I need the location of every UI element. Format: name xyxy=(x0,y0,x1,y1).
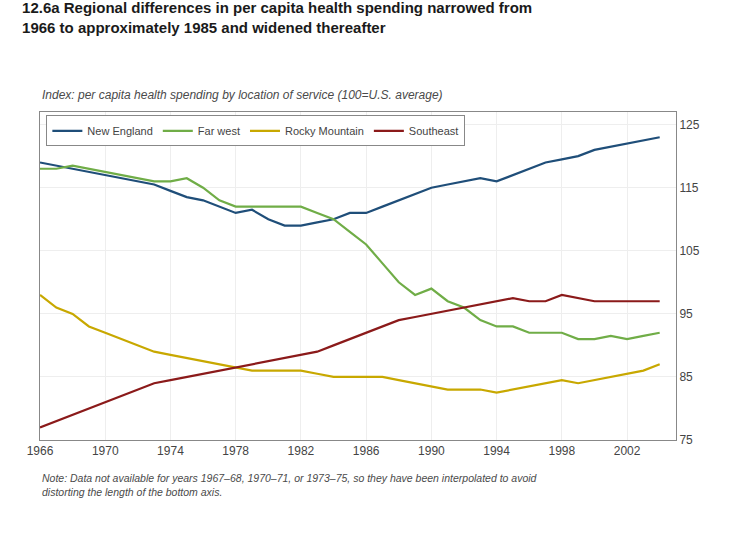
svg-text:105: 105 xyxy=(679,244,699,258)
svg-text:1978: 1978 xyxy=(222,444,249,458)
svg-text:1994: 1994 xyxy=(483,444,510,458)
svg-text:12.6a Regional differences in: 12.6a Regional differences in per capita… xyxy=(22,0,532,36)
svg-text:1986: 1986 xyxy=(353,444,380,458)
svg-text:1966: 1966 xyxy=(27,444,54,458)
svg-text:Southeast: Southeast xyxy=(409,125,459,137)
svg-text:1982: 1982 xyxy=(288,444,315,458)
svg-text:Far west: Far west xyxy=(198,125,240,137)
svg-text:1970: 1970 xyxy=(92,444,119,458)
svg-text:Rocky Mountain: Rocky Mountain xyxy=(285,125,364,137)
svg-text:Note: Data not available for y: Note: Data not available for years 1967–… xyxy=(42,472,538,498)
svg-text:1974: 1974 xyxy=(157,444,184,458)
svg-text:2002: 2002 xyxy=(614,444,641,458)
svg-text:1990: 1990 xyxy=(418,444,445,458)
svg-text:Index: per capita health spend: Index: per capita health spending by loc… xyxy=(42,88,443,102)
svg-text:95: 95 xyxy=(679,307,693,321)
svg-text:New England: New England xyxy=(87,125,152,137)
svg-text:1998: 1998 xyxy=(548,444,575,458)
svg-text:75: 75 xyxy=(679,433,693,447)
svg-text:115: 115 xyxy=(679,181,698,195)
svg-text:85: 85 xyxy=(679,370,693,384)
svg-text:125: 125 xyxy=(679,118,699,132)
